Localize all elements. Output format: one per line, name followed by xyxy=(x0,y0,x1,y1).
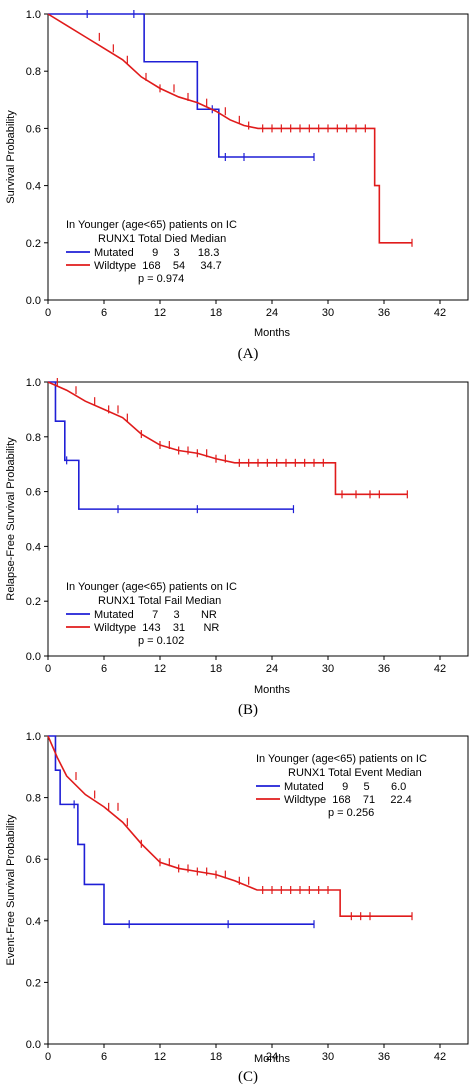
x-tick-label: 6 xyxy=(101,1051,107,1063)
plot-frame xyxy=(47,381,469,657)
chart-panel-c: 0 6 12 18 24 30 36 42 0.0 0.2 0.4 0.6 0.8 1.0 Months Ev… xyxy=(5,731,469,1085)
panel-label: (C) xyxy=(238,1069,258,1085)
x-tick-label: 24 xyxy=(266,663,278,675)
series-line-mutated xyxy=(48,735,314,925)
x-tick-label: 24 xyxy=(266,1051,278,1063)
x-tick-label: 12 xyxy=(154,307,166,319)
panel-label: (B) xyxy=(238,702,258,718)
x-tick-label: 0 xyxy=(45,1051,51,1063)
x-tick-label: 6 xyxy=(101,307,107,319)
legend: In Younger (age<65) patients on IC RUNX1 … xyxy=(66,581,237,647)
x-tick-label: 18 xyxy=(210,663,222,675)
y-tick-label: 0.4 xyxy=(26,541,41,553)
legend-title: In Younger (age<65) patients on IC xyxy=(256,753,427,765)
x-tick-label: 30 xyxy=(322,1051,334,1063)
chart-panel-a: 0 6 12 18 24 30 36 42 0.0 0.2 0.4 0.6 0.8 1.0 Months Su… xyxy=(5,9,469,362)
x-axis-label: Months xyxy=(254,327,291,339)
series-line-wildtype xyxy=(47,13,412,244)
panel-label: (A) xyxy=(238,346,259,362)
y-tick-label: 0.8 xyxy=(26,432,41,444)
x-tick-label: 6 xyxy=(101,663,107,675)
legend-title: In Younger (age<65) patients on IC xyxy=(66,219,237,231)
legend-header: RUNX1 Total Event Median xyxy=(288,767,422,779)
x-tick-label: 36 xyxy=(378,1051,390,1063)
x-axis-label: Months xyxy=(254,1053,291,1065)
y-tick-label: 0.8 xyxy=(26,793,41,805)
y-tick-label: 0.4 xyxy=(26,181,41,193)
x-tick-label: 30 xyxy=(322,663,334,675)
x-axis-label: Months xyxy=(254,684,291,696)
y-tick-label: 0.8 xyxy=(26,66,41,78)
legend-row-wildtype: Wildtype 168 54 34.7 xyxy=(94,260,222,272)
y-tick-label: 1.0 xyxy=(26,377,41,389)
legend: In Younger (age<65) patients on IC RUNX1 … xyxy=(256,753,427,819)
legend-row-mutated: Mutated 9 3 18.3 xyxy=(94,247,219,259)
x-tick-label: 12 xyxy=(154,663,166,675)
legend: In Younger (age<65) patients on IC RUNX1 … xyxy=(66,219,237,285)
x-tick-label: 18 xyxy=(210,307,222,319)
y-tick-label: 0.4 xyxy=(26,916,41,928)
legend-pvalue: p = 0.102 xyxy=(138,635,184,647)
y-axis-label: Event-Free Survival Probability xyxy=(5,814,17,966)
y-tick-label: 0.0 xyxy=(26,651,41,663)
legend-header: RUNX1 Total Fail Median xyxy=(98,595,221,607)
y-tick-label: 1.0 xyxy=(26,9,41,21)
y-tick-label: 0.0 xyxy=(26,295,41,307)
y-tick-label: 0.6 xyxy=(26,487,41,499)
y-tick-label: 0.6 xyxy=(26,854,41,866)
plot-frame xyxy=(47,735,469,1045)
legend-row-mutated: Mutated 7 3 NR xyxy=(94,609,217,621)
y-tick-label: 0.2 xyxy=(26,977,41,989)
y-axis-label: Relapse-Free Survival Probability xyxy=(5,437,17,601)
y-axis-label: Survival Probability xyxy=(5,110,17,204)
series-line-wildtype xyxy=(47,381,408,496)
x-tick-label: 42 xyxy=(434,307,446,319)
x-tick-label: 42 xyxy=(434,1051,446,1063)
x-tick-label: 0 xyxy=(45,307,51,319)
legend-pvalue: p = 0.974 xyxy=(138,273,184,285)
x-tick-label: 36 xyxy=(378,663,390,675)
series-line-mutated xyxy=(48,381,294,510)
x-tick-label: 30 xyxy=(322,307,334,319)
legend-row-mutated: Mutated 9 5 6.0 xyxy=(284,781,406,793)
y-tick-label: 0.2 xyxy=(26,238,41,250)
x-tick-label: 0 xyxy=(45,663,51,675)
y-tick-label: 1.0 xyxy=(26,731,41,743)
legend-title: In Younger (age<65) patients on IC xyxy=(66,581,237,593)
legend-header: RUNX1 Total Died Median xyxy=(98,233,226,245)
series-line-mutated xyxy=(48,13,314,158)
legend-row-wildtype: Wildtype 168 71 22.4 xyxy=(284,794,412,806)
plot-frame xyxy=(47,13,469,301)
x-tick-label: 12 xyxy=(154,1051,166,1063)
chart-panel-b: 0 6 12 18 24 30 36 42 0.0 0.2 0.4 0.6 0.8 1.0 Months Re… xyxy=(5,377,469,718)
y-tick-label: 0.0 xyxy=(26,1039,41,1051)
legend-pvalue: p = 0.256 xyxy=(328,807,374,819)
y-tick-label: 0.6 xyxy=(26,123,41,135)
x-tick-label: 24 xyxy=(266,307,278,319)
y-tick-label: 0.2 xyxy=(26,596,41,608)
legend-row-wildtype: Wildtype 143 31 NR xyxy=(94,622,219,634)
x-tick-label: 18 xyxy=(210,1051,222,1063)
x-tick-label: 42 xyxy=(434,663,446,675)
x-tick-label: 36 xyxy=(378,307,390,319)
